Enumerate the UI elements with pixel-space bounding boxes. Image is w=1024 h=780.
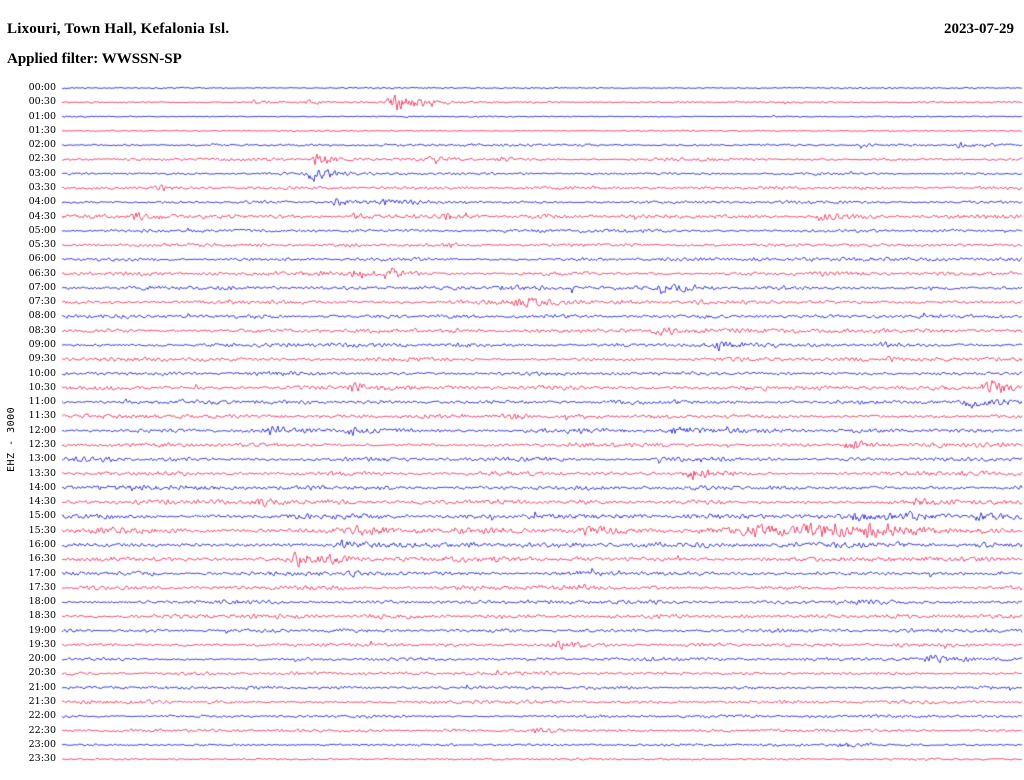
time-label: 11:00 [28, 396, 56, 408]
time-label: 23:30 [28, 753, 56, 765]
time-label: 17:30 [28, 581, 56, 593]
time-label: 03:00 [28, 167, 56, 179]
time-label: 14:30 [28, 496, 56, 508]
time-label: 22:00 [28, 710, 56, 722]
time-label: 21:30 [28, 696, 56, 708]
time-label: 09:30 [28, 353, 56, 365]
time-label: 07:30 [28, 296, 56, 308]
time-label: 01:30 [28, 124, 56, 136]
time-label: 22:30 [28, 724, 56, 736]
time-label: 15:00 [28, 510, 56, 522]
y-axis-label: EHZ - 3000 [6, 406, 17, 472]
time-label: 12:00 [28, 424, 56, 436]
time-label: 03:30 [28, 181, 56, 193]
time-label: 05:30 [28, 239, 56, 251]
time-label: 18:00 [28, 596, 56, 608]
time-label: 01:00 [28, 110, 56, 122]
time-label: 10:30 [28, 381, 56, 393]
time-label: 16:30 [28, 553, 56, 565]
time-label: 10:00 [28, 367, 56, 379]
time-label: 06:30 [28, 267, 56, 279]
time-label: 23:00 [28, 738, 56, 750]
station-title: Lixouri, Town Hall, Kefalonia Isl. [7, 21, 230, 37]
time-label: 18:30 [28, 610, 56, 622]
time-label: 04:30 [28, 210, 56, 222]
time-label: 15:30 [28, 524, 56, 536]
time-label: 20:00 [28, 653, 56, 665]
time-label: 05:00 [28, 224, 56, 236]
time-label: 09:00 [28, 339, 56, 351]
time-label: 06:00 [28, 253, 56, 265]
time-label: 21:00 [28, 681, 56, 693]
time-label: 02:30 [28, 153, 56, 165]
filter-label: Applied filter: WWSSN-SP [7, 51, 182, 67]
time-label: 12:30 [28, 439, 56, 450]
time-label: 13:00 [28, 453, 56, 465]
time-label: 00:00 [28, 82, 56, 93]
time-label: 19:00 [28, 624, 56, 636]
time-label: 13:30 [28, 467, 56, 479]
time-label: 07:00 [28, 281, 56, 293]
time-label: 00:30 [28, 96, 56, 108]
time-label: 16:00 [28, 538, 56, 550]
time-label: 20:30 [28, 667, 56, 679]
time-label: 04:00 [28, 196, 56, 208]
time-label: 19:30 [28, 638, 56, 650]
time-label: 08:00 [28, 310, 56, 322]
time-label: 14:00 [28, 481, 56, 493]
time-label: 02:00 [28, 139, 56, 151]
time-label: 17:00 [28, 567, 56, 579]
time-label: 08:30 [28, 324, 56, 336]
time-label: 11:30 [28, 410, 56, 422]
record-date: 2023-07-29 [944, 21, 1014, 37]
